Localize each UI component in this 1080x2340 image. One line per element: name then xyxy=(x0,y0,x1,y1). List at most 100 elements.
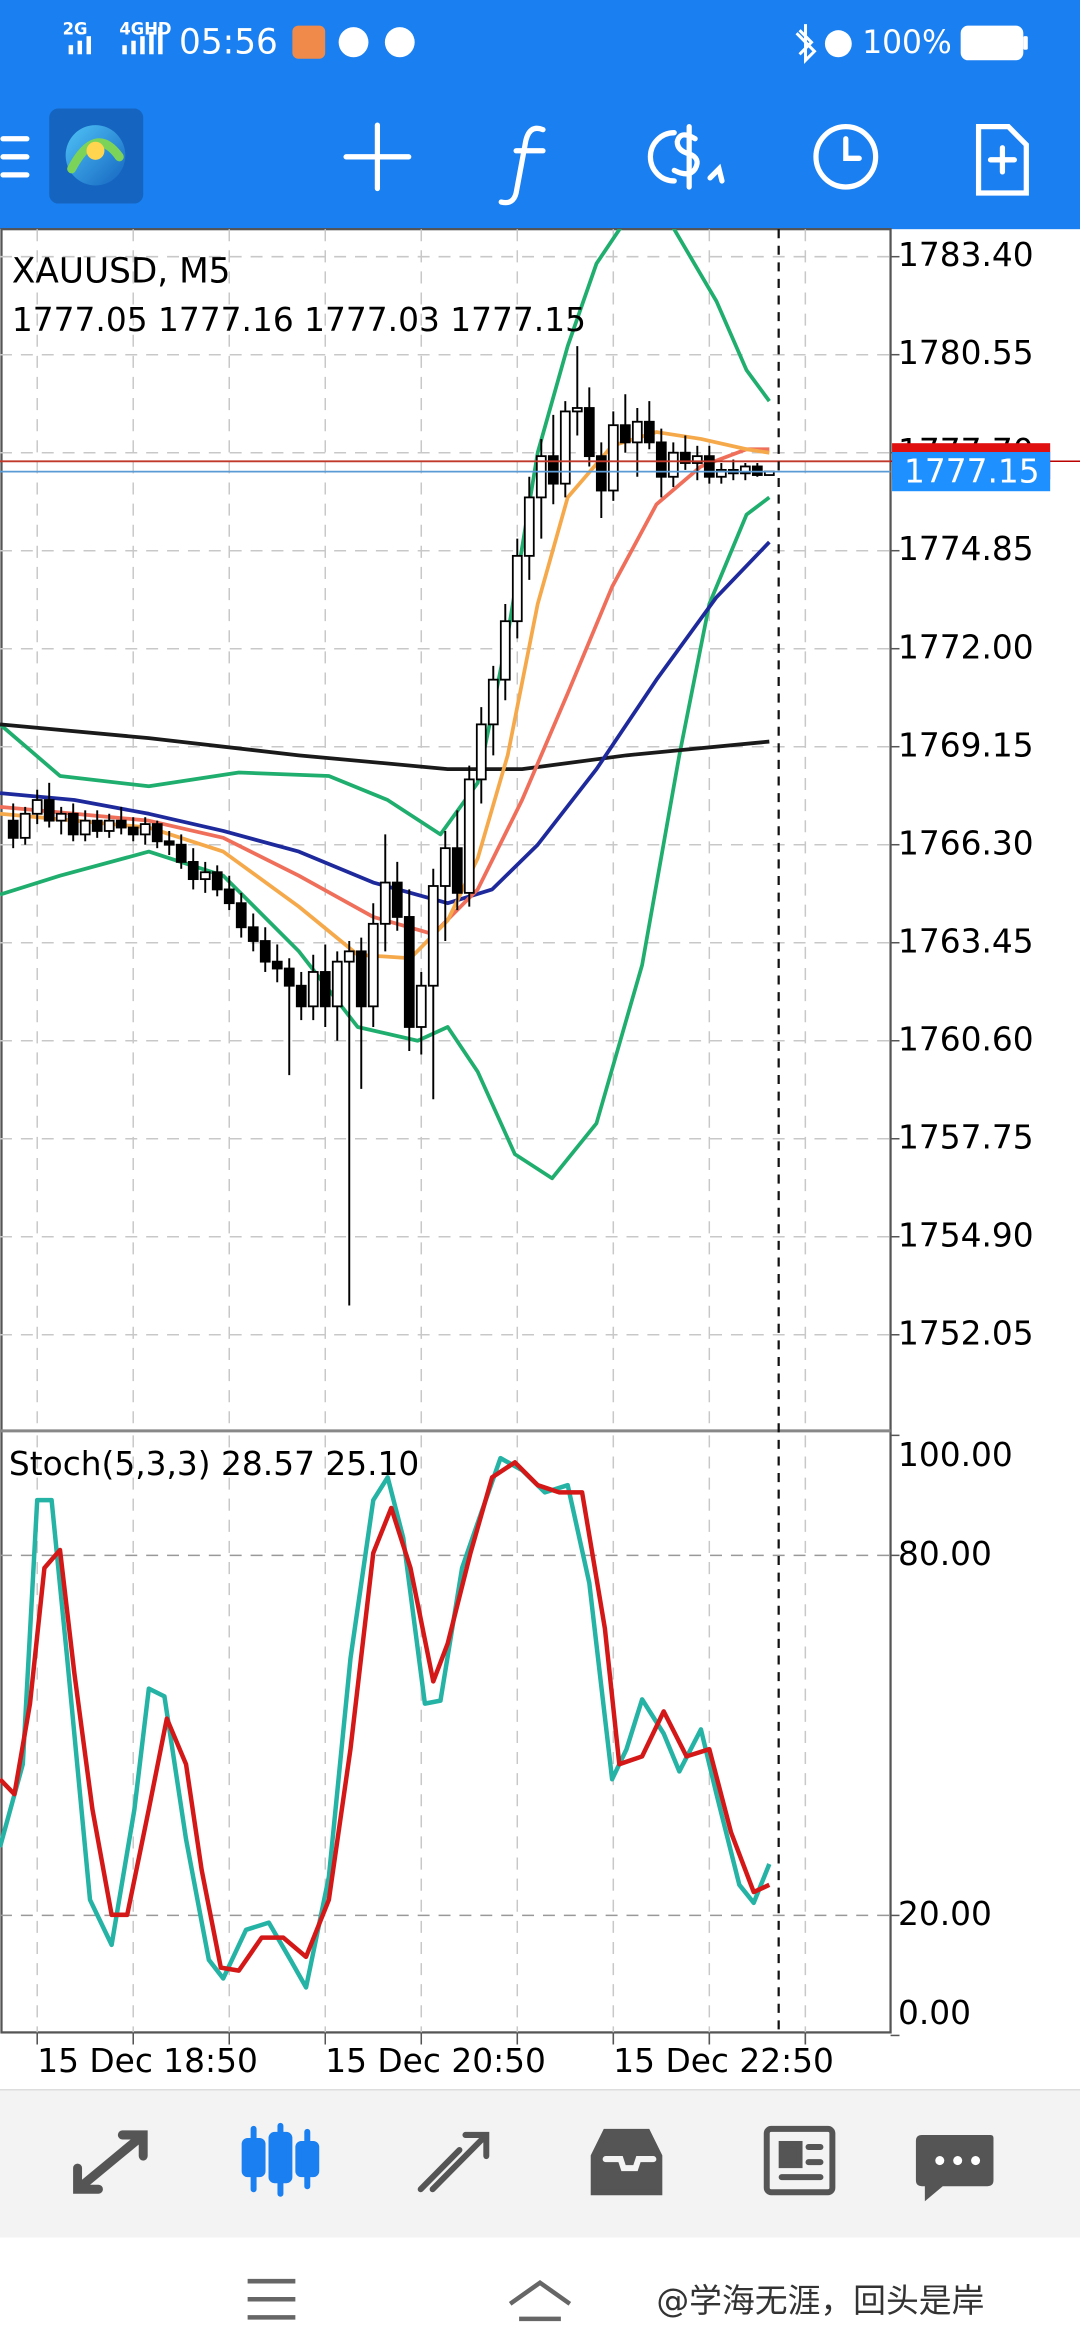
app-logo[interactable] xyxy=(49,108,144,204)
nav-news-part xyxy=(763,2125,836,2196)
nav-news-part xyxy=(778,2140,803,2169)
notification-icons-part xyxy=(384,27,415,58)
candle-body xyxy=(607,424,619,492)
crosshair-button[interactable] xyxy=(343,122,412,192)
battery-icon-part xyxy=(960,25,1024,61)
trade-button-part xyxy=(707,163,725,184)
y-tick-label: 100.00 xyxy=(898,1435,1013,1474)
toolbar xyxy=(0,108,1029,206)
indicators-button[interactable] xyxy=(498,125,546,206)
candle-body xyxy=(619,424,631,444)
chart-frame xyxy=(0,228,892,2034)
candle-body xyxy=(535,455,547,499)
candle-body xyxy=(643,420,655,444)
new-order-button-part xyxy=(975,124,1029,196)
nav-quotes[interactable] xyxy=(73,2130,148,2194)
candle-body xyxy=(571,407,583,413)
menu-button[interactable] xyxy=(0,136,30,178)
ohlc-readout: 1777.05 1777.16 1777.03 1777.15 xyxy=(12,300,586,339)
system-menu[interactable] xyxy=(247,2278,296,2320)
candle-body xyxy=(31,799,43,815)
candle-body xyxy=(523,496,535,557)
y-tick-label: 1774.85 xyxy=(898,529,1034,568)
signal-icons-part xyxy=(77,40,83,55)
notification-icons-part xyxy=(338,27,369,58)
trade-button[interactable] xyxy=(647,124,725,190)
app-bar xyxy=(0,0,1080,230)
candle-body xyxy=(379,881,391,925)
y-tick-label: 1772.00 xyxy=(898,627,1034,666)
candle-body xyxy=(427,885,439,987)
main-plot xyxy=(0,229,891,1306)
y-tick-label: 1754.90 xyxy=(898,1215,1034,1254)
indicator-line xyxy=(0,1455,772,1990)
system-nav xyxy=(247,2278,572,2322)
signal-icons-part xyxy=(68,45,74,55)
candle-body xyxy=(67,812,79,836)
new-order-button[interactable] xyxy=(975,124,1029,196)
candle-body xyxy=(283,967,295,987)
candle-body xyxy=(691,455,703,464)
close-value: 1777.15 xyxy=(450,300,586,339)
bt-alarm-icons xyxy=(795,24,852,64)
nav-chart-part xyxy=(268,2131,293,2184)
candle-body xyxy=(595,455,607,492)
nav-history[interactable] xyxy=(590,2128,663,2196)
nav-chat-part xyxy=(971,2156,981,2166)
y-tick-label: 1780.55 xyxy=(898,333,1034,372)
system-home-part xyxy=(508,2279,572,2322)
x-tick-label: 15 Dec 22:50 xyxy=(613,2041,834,2080)
candle-body xyxy=(271,960,283,970)
low-value: 1777.03 xyxy=(304,300,440,339)
candle-body xyxy=(19,812,31,839)
clock: 05:56 xyxy=(179,22,278,62)
nav-chart[interactable] xyxy=(241,2122,320,2197)
nav-trade-part xyxy=(417,2131,490,2193)
indicator-line xyxy=(0,722,770,771)
system-home[interactable] xyxy=(508,2279,572,2322)
nav-chat[interactable] xyxy=(915,2134,994,2202)
stoch-grid xyxy=(0,1435,891,2033)
nav-chart-part xyxy=(295,2140,320,2178)
symbol-title: XAUUSD, M5 xyxy=(12,251,231,291)
y-tick-label: 1769.15 xyxy=(898,725,1034,764)
indicator-line xyxy=(0,1460,771,1973)
bid-label: 1777.15 xyxy=(904,452,1040,491)
open-value: 1777.05 xyxy=(12,300,148,339)
network-2: 4GHD xyxy=(119,20,171,39)
candle-body xyxy=(463,778,475,894)
high-value: 1777.16 xyxy=(158,300,294,339)
candle-body xyxy=(163,840,175,846)
watermark: @学海无涯，回头是岸 xyxy=(656,2281,984,2320)
candle-body xyxy=(139,823,151,836)
bottom-nav xyxy=(0,2089,1080,2238)
nav-chat-part xyxy=(935,2156,945,2166)
y-tick-label: 1757.75 xyxy=(898,1117,1034,1156)
x-tick-label: 15 Dec 18:50 xyxy=(37,2041,258,2080)
bid-label-box xyxy=(892,452,1051,492)
battery-level: 100% xyxy=(862,25,952,61)
candle-body xyxy=(43,799,55,822)
candle-body xyxy=(655,441,667,478)
network-1: 2G xyxy=(63,20,88,39)
candle-body xyxy=(319,971,331,1008)
battery-icon xyxy=(960,25,1028,61)
candle-body xyxy=(331,960,343,1008)
nav-trade[interactable] xyxy=(417,2131,490,2193)
y-tick-label: 20.00 xyxy=(898,1894,992,1933)
timeframe-button[interactable] xyxy=(813,124,879,190)
nav-history-part xyxy=(590,2128,663,2196)
candle-body xyxy=(103,819,115,832)
status-bar: 2G 4GHD 05:56 100% xyxy=(63,20,1028,64)
y-tick-label: 1752.05 xyxy=(898,1313,1034,1352)
candle-body xyxy=(667,451,679,478)
nav-news[interactable] xyxy=(763,2125,836,2196)
nav-history-part xyxy=(602,2156,657,2172)
candle-body xyxy=(175,843,187,863)
trade-button-part xyxy=(647,130,677,184)
chart-frame-part xyxy=(0,228,892,2034)
timeframe-button-part xyxy=(813,124,879,190)
bt-alarm-icons-part xyxy=(795,24,817,64)
